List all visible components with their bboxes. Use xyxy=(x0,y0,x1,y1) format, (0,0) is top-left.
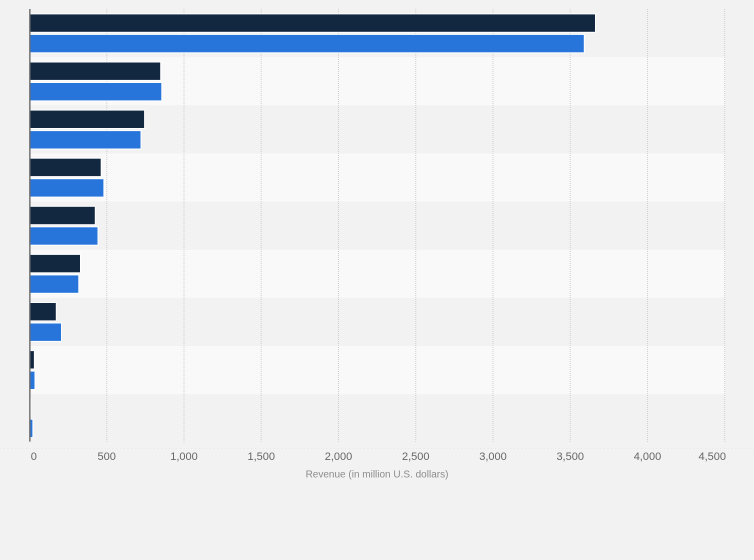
svg-text:2,000: 2,000 xyxy=(325,451,353,463)
svg-text:500: 500 xyxy=(98,451,116,463)
svg-text:0: 0 xyxy=(31,451,37,463)
svg-text:4,500: 4,500 xyxy=(698,451,726,463)
svg-text:3,000: 3,000 xyxy=(479,451,507,463)
svg-text:1,500: 1,500 xyxy=(247,451,275,463)
svg-text:1,000: 1,000 xyxy=(170,451,198,463)
svg-text:3,500: 3,500 xyxy=(556,451,584,463)
svg-text:Revenue (in million U.S. dolla: Revenue (in million U.S. dollars) xyxy=(306,469,449,480)
svg-text:2,500: 2,500 xyxy=(402,451,430,463)
svg-text:4,000: 4,000 xyxy=(634,451,662,463)
